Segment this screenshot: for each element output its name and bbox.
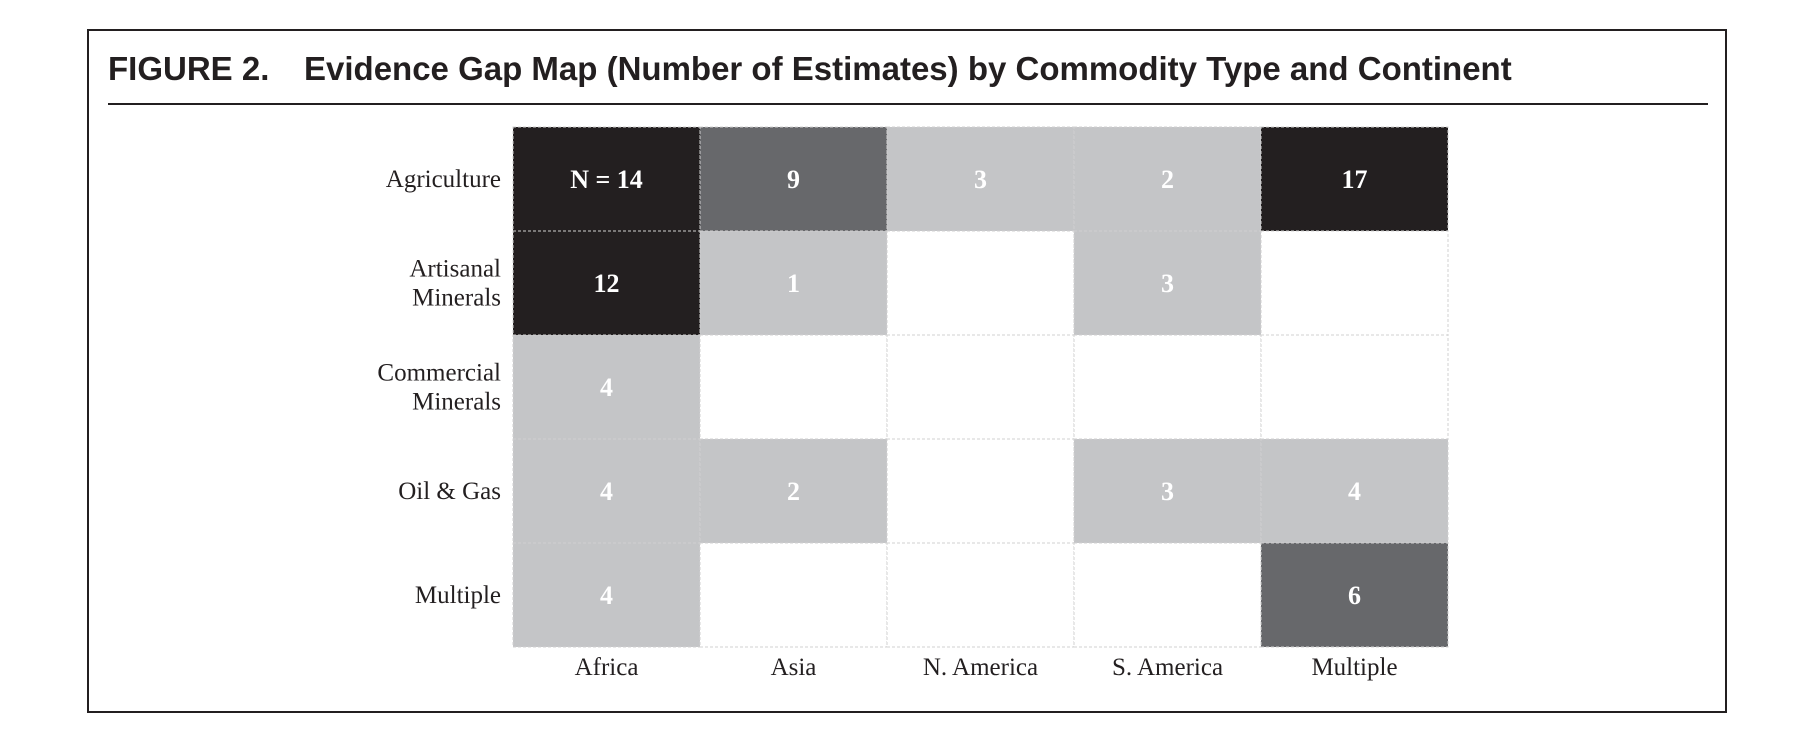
heatmap-cell (1073, 230, 1262, 336)
row-label: Minerals (412, 389, 501, 416)
heatmap-cell (1073, 438, 1262, 544)
heatmap-cell (886, 542, 1075, 648)
heatmap-cell-value: 2 (1161, 165, 1174, 194)
figure-label: FIGURE 2. (108, 50, 270, 87)
row-label: Commercial (377, 360, 501, 387)
row-label: Multiple (415, 582, 501, 609)
heatmap-cell-value: 3 (1161, 269, 1174, 298)
heatmap-cell (699, 126, 888, 232)
heatmap-cell (1260, 126, 1449, 232)
heatmap-cell (1260, 334, 1449, 440)
heatmap-cell (1260, 542, 1449, 648)
column-label: N. America (923, 654, 1038, 681)
heatmap-cell-value: 4 (600, 373, 613, 402)
heatmap-cell (699, 542, 888, 648)
heatmap-cell-value: 4 (600, 477, 613, 506)
heatmap-cell (512, 438, 701, 544)
figure-title-row: FIGURE 2. Evidence Gap Map (Number of Es… (108, 50, 1708, 94)
heatmap-cell-value: 6 (1348, 581, 1361, 610)
heatmap-cell-value: 12 (594, 269, 620, 298)
heatmap-cell (886, 230, 1075, 336)
heatmap-cell (1260, 438, 1449, 544)
row-label: Oil & Gas (398, 478, 501, 505)
heatmap-cell-value: 9 (787, 165, 800, 194)
heatmap-cell (512, 334, 701, 440)
heatmap-cell-value: 3 (974, 165, 987, 194)
heatmap-cell (512, 542, 701, 648)
heatmap-cell (886, 334, 1075, 440)
heatmap-cell-value: 2 (787, 477, 800, 506)
heatmap-cell (512, 230, 701, 336)
row-label: Agriculture (386, 166, 501, 193)
column-label: Asia (771, 654, 817, 681)
heatmap-cell (1073, 126, 1262, 232)
row-label: Artisanal (409, 256, 501, 283)
figure-frame (87, 29, 1727, 713)
figure-title: Evidence Gap Map (Number of Estimates) b… (304, 50, 1512, 87)
heatmap-cell (699, 334, 888, 440)
heatmap-cell-value: 17 (1342, 165, 1368, 194)
heatmap-cell (1073, 334, 1262, 440)
column-label: Multiple (1311, 654, 1397, 681)
heatmap-cell-value: 4 (600, 581, 613, 610)
heatmap-cell-value: N = 14 (570, 165, 643, 194)
heatmap-cell (512, 126, 701, 232)
heatmap-cell (886, 438, 1075, 544)
heatmap-cell (1073, 542, 1262, 648)
column-label: Africa (575, 654, 639, 681)
heatmap-cell-value: 3 (1161, 477, 1174, 506)
heatmap-cell-value: 1 (787, 269, 800, 298)
heatmap-cell (1260, 230, 1449, 336)
heatmap-cell (886, 126, 1075, 232)
row-label: Minerals (412, 285, 501, 312)
title-rule (108, 103, 1708, 105)
heatmap-cell-value: 4 (1348, 477, 1361, 506)
heatmap-cell (699, 230, 888, 336)
column-label: S. America (1112, 654, 1223, 681)
heatmap-cell (699, 438, 888, 544)
